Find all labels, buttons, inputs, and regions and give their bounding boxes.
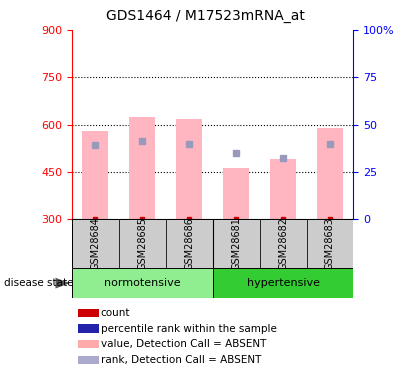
Text: value, Detection Call = ABSENT: value, Detection Call = ABSENT	[101, 339, 266, 349]
Text: rank, Detection Call = ABSENT: rank, Detection Call = ABSENT	[101, 355, 261, 365]
Text: normotensive: normotensive	[104, 278, 180, 288]
Bar	[72, 268, 213, 298]
Text: GDS1464 / M17523mRNA_at: GDS1464 / M17523mRNA_at	[106, 9, 305, 23]
Bar	[223, 168, 249, 219]
Text: percentile rank within the sample: percentile rank within the sample	[101, 324, 277, 333]
Bar	[78, 309, 99, 317]
Text: GSM28683: GSM28683	[325, 217, 335, 270]
Bar	[317, 128, 343, 219]
Text: GSM28681: GSM28681	[231, 217, 241, 270]
Bar	[119, 219, 166, 268]
Bar	[129, 117, 155, 219]
Bar	[72, 219, 119, 268]
Bar	[213, 219, 260, 268]
Bar	[78, 356, 99, 364]
Bar	[176, 119, 202, 219]
Text: GSM28686: GSM28686	[184, 217, 194, 270]
Bar	[213, 268, 353, 298]
Bar	[260, 219, 307, 268]
Bar	[78, 324, 99, 333]
Text: count: count	[101, 308, 130, 318]
Bar	[307, 219, 353, 268]
Bar	[78, 340, 99, 348]
Text: disease state: disease state	[4, 278, 74, 288]
Text: GSM28685: GSM28685	[137, 217, 147, 270]
Text: GSM28684: GSM28684	[90, 217, 100, 270]
Text: GSM28682: GSM28682	[278, 217, 288, 270]
Bar	[270, 159, 296, 219]
Text: hypertensive: hypertensive	[247, 278, 320, 288]
Bar	[83, 131, 108, 219]
Bar	[166, 219, 213, 268]
Polygon shape	[55, 278, 70, 288]
